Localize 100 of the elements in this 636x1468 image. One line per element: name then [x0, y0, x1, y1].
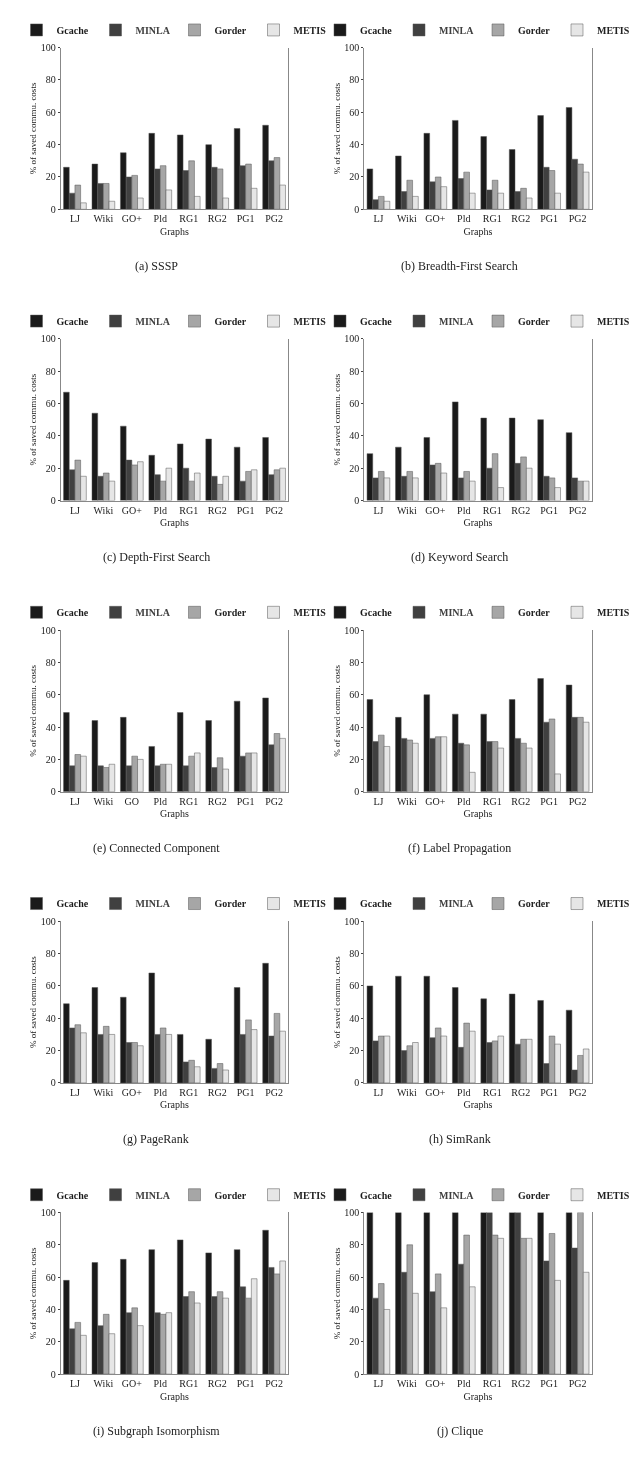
y-tick-label: 80 [349, 365, 360, 377]
y-tick-label: 60 [45, 398, 56, 410]
x-tick-label: LJ [373, 795, 384, 807]
y-tick-label: 20 [349, 753, 360, 765]
x-tick-label: PG2 [568, 1378, 587, 1390]
y-axis-title: % of saved commu. costs [28, 955, 39, 1048]
x-tick-label: Pld [457, 1378, 471, 1390]
bar [234, 128, 241, 210]
legend-label: MINLA [135, 24, 171, 36]
x-tick-label: LJ [69, 1086, 81, 1098]
legend-label: MINLA [135, 607, 171, 619]
legend-label: MINLA [135, 316, 171, 328]
bar [395, 1212, 402, 1375]
x-tick-label: Wiki [397, 213, 417, 225]
y-tick-label: 20 [349, 462, 360, 474]
bar [234, 700, 241, 792]
x-tick-label: RG2 [511, 1086, 531, 1098]
bar [509, 417, 516, 501]
y-tick-label: 80 [45, 1239, 56, 1251]
y-tick-label: 100 [344, 915, 360, 927]
legend-label: METIS [597, 316, 630, 328]
x-axis-title: Graphs [463, 808, 493, 820]
text: MINLA [439, 898, 475, 910]
x-tick-label: Wiki [397, 1086, 417, 1098]
y-tick-label: 0 [354, 203, 360, 215]
y-tick-label: 100 [40, 333, 56, 345]
x-tick-label: GO+ [121, 504, 143, 516]
x-tick-label: GO+ [425, 795, 446, 807]
x-axis-title: Graphs [463, 225, 493, 237]
legend-label: METIS [293, 898, 327, 910]
text: (d) Keyword Search [411, 550, 509, 564]
y-tick-label: 100 [344, 1206, 360, 1218]
text: MINLA [439, 607, 475, 619]
x-tick-label: PG2 [265, 1378, 283, 1390]
y-tick-label: 20 [45, 753, 56, 765]
x-tick-label: PG1 [540, 1086, 559, 1098]
y-tick-label: 80 [45, 365, 56, 377]
x-tick-label: Wiki [93, 1086, 114, 1098]
text: Gcache [360, 316, 393, 328]
x-tick-label: RG2 [207, 1086, 227, 1098]
legend-label: Gcache [56, 607, 89, 619]
y-tick-label: 20 [45, 1045, 56, 1057]
bar [262, 697, 269, 792]
bar [395, 446, 402, 501]
legend-label: Gorder [518, 24, 551, 36]
x-tick-label: LJ [373, 1378, 384, 1390]
legend-label: Gcache [56, 898, 89, 910]
x-tick-label: RG1 [179, 1378, 199, 1390]
y-tick-label: 40 [45, 1303, 56, 1315]
y-tick-label: 80 [45, 948, 56, 960]
x-tick-label: Pld [457, 795, 471, 807]
y-tick-label: 0 [50, 203, 56, 215]
x-axis-title: Graphs [463, 517, 493, 529]
x-tick-label: RG2 [207, 504, 227, 516]
bar [177, 712, 184, 792]
y-tick-label: 40 [349, 1303, 360, 1315]
y-tick-label: 0 [354, 1077, 360, 1089]
y-axis-title: % of saved commu. costs [331, 1246, 342, 1340]
bar [120, 996, 127, 1083]
bar [452, 401, 459, 501]
x-tick-label: RG2 [207, 1378, 227, 1390]
x-tick-label: Pld [457, 504, 471, 516]
x-tick-label: LJ [69, 795, 81, 807]
y-tick-label: 100 [40, 915, 56, 927]
y-tick-label: 0 [50, 1077, 56, 1089]
x-tick-label: Wiki [397, 1378, 417, 1390]
y-tick-label: 20 [45, 171, 56, 183]
x-tick-label: PG1 [540, 795, 559, 807]
bar [262, 437, 269, 501]
legend-label: Gorder [214, 24, 247, 36]
y-axis-title: % of saved commu. costs [331, 955, 342, 1048]
x-tick-label: RG2 [511, 504, 531, 516]
x-tick-label: Wiki [397, 795, 417, 807]
text: MINLA [439, 24, 475, 36]
y-tick-label: 20 [45, 462, 56, 474]
y-tick-label: 40 [349, 139, 360, 151]
x-tick-label: RG2 [511, 213, 531, 225]
x-tick-label: Pld [153, 795, 167, 807]
y-tick-label: 40 [45, 721, 56, 733]
y-tick-label: 100 [344, 42, 360, 54]
x-tick-label: PG1 [236, 213, 255, 225]
bar [63, 712, 70, 792]
x-tick-label: LJ [69, 504, 81, 516]
legend-label: METIS [293, 607, 327, 619]
legend-label: MINLA [135, 898, 171, 910]
series-label: MINLA [439, 1189, 475, 1201]
bar [234, 987, 241, 1083]
x-tick-label: PG2 [568, 795, 587, 807]
text: (f) Label Propagation [408, 841, 512, 855]
bar [452, 987, 459, 1083]
x-tick-label: LJ [373, 213, 384, 225]
y-tick-label: 0 [354, 1368, 360, 1380]
x-tick-label: Pld [153, 1086, 167, 1098]
x-tick-label: RG2 [511, 795, 531, 807]
x-tick-label: PG2 [265, 795, 283, 807]
y-tick-label: 20 [349, 171, 360, 183]
text: (a) SSSP [135, 259, 179, 273]
x-tick-label: PG2 [568, 504, 587, 516]
x-tick-label: RG1 [482, 213, 502, 225]
x-tick-label: GO+ [425, 1378, 446, 1390]
